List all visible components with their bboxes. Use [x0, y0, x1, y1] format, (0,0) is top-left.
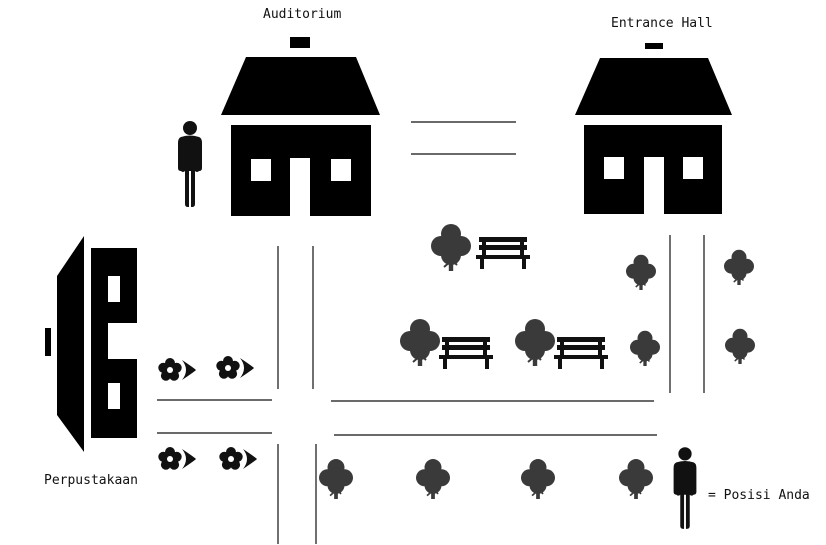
flower-icon [158, 358, 196, 381]
legend-person-icon [673, 447, 697, 529]
tree-icon [430, 223, 472, 272]
bench-icon [439, 337, 493, 369]
roads [157, 121, 705, 544]
tree-icon [399, 318, 441, 367]
tree-icon [723, 249, 755, 286]
entrance-hall-building [575, 43, 732, 214]
chimney-icon [290, 37, 310, 48]
auditorium-roof [221, 57, 380, 115]
entrance-hall-roof [575, 58, 732, 115]
flower-icon [158, 447, 196, 470]
tree-icon [625, 254, 657, 291]
tree-icon [514, 318, 556, 367]
person-icon [178, 121, 202, 207]
perpustakaan-label: Perpustakaan [44, 473, 138, 488]
tree-icon [618, 458, 654, 500]
auditorium-label: Auditorium [263, 7, 342, 22]
legend-label: = Posisi Anda [708, 488, 810, 503]
tree-icon [724, 328, 756, 365]
bench-icon [476, 237, 530, 269]
auditorium-building [221, 37, 380, 216]
flower-icon [219, 447, 257, 470]
entrance-hall-label: Entrance Hall [611, 16, 713, 31]
tree-icon [629, 330, 661, 367]
chimney-icon [645, 43, 663, 49]
flower-icon [216, 356, 254, 379]
tree-icon [520, 458, 556, 500]
tree-icon [415, 458, 451, 500]
tree-icon [318, 458, 354, 500]
flowers [158, 356, 257, 470]
perpustakaan-building [45, 236, 137, 452]
bench-icon [554, 337, 608, 369]
